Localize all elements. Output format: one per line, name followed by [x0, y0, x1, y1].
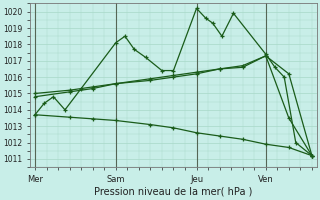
X-axis label: Pression niveau de la mer( hPa ): Pression niveau de la mer( hPa ): [94, 187, 252, 197]
